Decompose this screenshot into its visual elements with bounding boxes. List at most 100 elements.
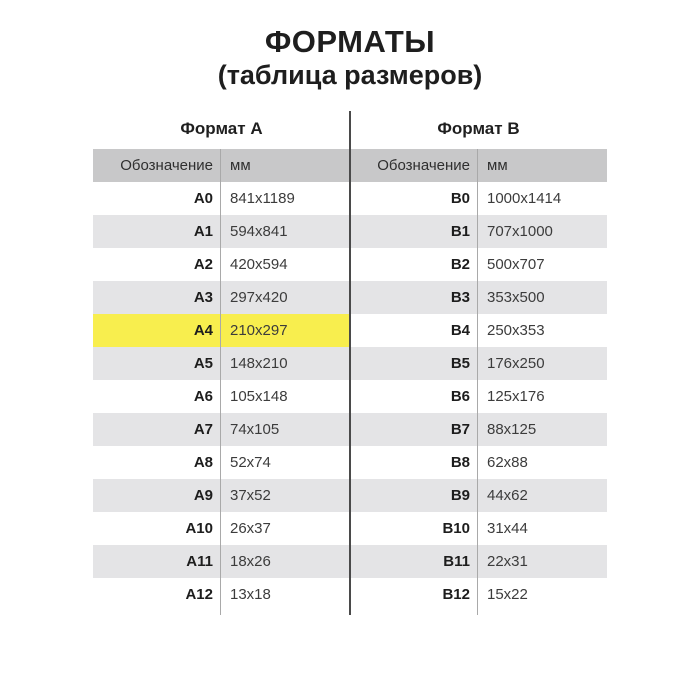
- format-label: A9: [193, 486, 213, 504]
- format-label: B9: [450, 486, 470, 504]
- format-size-mm: 148x210: [230, 354, 288, 372]
- format-label: A7: [193, 420, 213, 438]
- column-divider-line: [477, 148, 478, 615]
- format-size-mm: 31x44: [487, 519, 528, 537]
- format-size-mm: 52x74: [230, 453, 271, 471]
- format-size-mm: 707x1000: [487, 222, 553, 240]
- format-size-mm: 250x353: [487, 321, 545, 339]
- format-label: B4: [450, 321, 470, 339]
- format-label: B7: [450, 420, 470, 438]
- format-label: A10: [185, 519, 213, 537]
- format-label: A5: [193, 354, 213, 372]
- format-label: A1: [193, 222, 213, 240]
- table-row: B2 500x707: [350, 247, 607, 281]
- format-size-mm: 15x22: [487, 585, 528, 603]
- format-size-mm: 88x125: [487, 420, 537, 438]
- format-label: B2: [450, 255, 470, 273]
- format-b-grid: Обозначение мм B0 1000x1414 B1 707x1000 …: [350, 148, 607, 615]
- format-size-mm: 22x31: [487, 552, 528, 570]
- format-b-table: Формат В Обозначение мм B0 1000x1414 B1 …: [350, 109, 607, 615]
- table-row: B0 1000x1414: [350, 181, 607, 215]
- format-label: B10: [442, 519, 470, 537]
- format-size-mm: 297x420: [230, 288, 288, 306]
- format-size-mm: 353x500: [487, 288, 545, 306]
- format-size-mm: 210x297: [230, 321, 288, 339]
- designation-column-header: Обозначение: [120, 156, 213, 174]
- table-row: A1 594x841: [93, 214, 350, 248]
- format-label: B12: [442, 585, 470, 603]
- format-size-mm: 1000x1414: [487, 189, 562, 207]
- format-label: B6: [450, 387, 470, 405]
- format-size-mm: 74x105: [230, 420, 280, 438]
- center-divider-line: [349, 110, 351, 615]
- format-a-heading: Формат А: [180, 118, 263, 138]
- table-header-row: Обозначение мм: [93, 148, 350, 182]
- table-row: A2 420x594: [93, 247, 350, 281]
- table-rows: B0 1000x1414 B1 707x1000 B2 500x707 B3 3…: [350, 181, 607, 611]
- format-size-mm: 62x88: [487, 453, 528, 471]
- format-label: B0: [450, 189, 470, 207]
- format-size-mm: 44x62: [487, 486, 528, 504]
- column-divider-line: [220, 148, 221, 615]
- format-size-mm: 420x594: [230, 255, 288, 273]
- format-size-mm: 37x52: [230, 486, 271, 504]
- format-label: A11: [186, 552, 213, 570]
- table-row: B8 62x88: [350, 445, 607, 479]
- table-row: A8 52x74: [93, 445, 350, 479]
- table-row: B10 31x44: [350, 511, 607, 545]
- format-size-mm: 841x1189: [230, 189, 295, 207]
- table-row: B1 707x1000: [350, 214, 607, 248]
- table-row: A0 841x1189: [93, 181, 350, 215]
- format-size-mm: 18x26: [230, 552, 271, 570]
- mm-column-header: мм: [230, 156, 251, 174]
- table-row: A9 37x52: [93, 478, 350, 512]
- format-size-mm: 105x148: [230, 387, 288, 405]
- table-row: A12 13x18: [93, 577, 350, 611]
- format-label: A6: [193, 387, 213, 405]
- format-label: A4: [193, 321, 213, 339]
- table-row: A11 18x26: [93, 544, 350, 578]
- format-size-mm: 26x37: [230, 519, 271, 537]
- table-row: B7 88x125: [350, 412, 607, 446]
- format-size-mm: 125x176: [487, 387, 545, 405]
- format-label: B8: [450, 453, 470, 471]
- table-row: B6 125x176: [350, 379, 607, 413]
- table-row: A6 105x148: [93, 379, 350, 413]
- table-row: A5 148x210: [93, 346, 350, 380]
- page-title: ФОРМАТЫ: [264, 24, 436, 59]
- table-rows: A0 841x1189 A1 594x841 A2 420x594 A3 297…: [93, 181, 350, 611]
- format-a-table: Формат А Обозначение мм A0 841x1189 A1 5…: [93, 109, 350, 615]
- format-label: A3: [193, 288, 213, 306]
- format-label: A2: [193, 255, 213, 273]
- page-subtitle: (таблица размеров): [217, 59, 483, 90]
- table-row: B12 15x22: [350, 577, 607, 611]
- format-a-grid: Обозначение мм A0 841x1189 A1 594x841 A2…: [93, 148, 350, 615]
- format-label: A12: [185, 585, 213, 603]
- format-size-mm: 500x707: [487, 255, 545, 273]
- format-label: B5: [450, 354, 470, 372]
- format-label: B1: [450, 222, 470, 240]
- table-row: B5 176x250: [350, 346, 607, 380]
- tables-container: Формат А Обозначение мм A0 841x1189 A1 5…: [93, 109, 607, 615]
- table-row: A10 26x37: [93, 511, 350, 545]
- table-row: A3 297x420: [93, 280, 350, 314]
- format-label: B3: [450, 288, 470, 306]
- format-label: B11: [443, 552, 470, 570]
- format-b-heading: Формат В: [437, 118, 520, 138]
- format-label: A8: [193, 453, 213, 471]
- table-row-highlighted: A4 210x297: [93, 313, 350, 347]
- table-row: A7 74x105: [93, 412, 350, 446]
- table-row: B11 22x31: [350, 544, 607, 578]
- format-size-mm: 176x250: [487, 354, 545, 372]
- table-row: B9 44x62: [350, 478, 607, 512]
- table-row: B3 353x500: [350, 280, 607, 314]
- table-header-row: Обозначение мм: [350, 148, 607, 182]
- format-label: A0: [193, 189, 213, 207]
- format-size-mm: 594x841: [230, 222, 288, 240]
- mm-column-header: мм: [487, 156, 508, 174]
- table-row: B4 250x353: [350, 313, 607, 347]
- title-block: ФОРМАТЫ (таблица размеров): [0, 0, 700, 92]
- designation-column-header: Обозначение: [377, 156, 470, 174]
- format-size-mm: 13x18: [230, 585, 271, 603]
